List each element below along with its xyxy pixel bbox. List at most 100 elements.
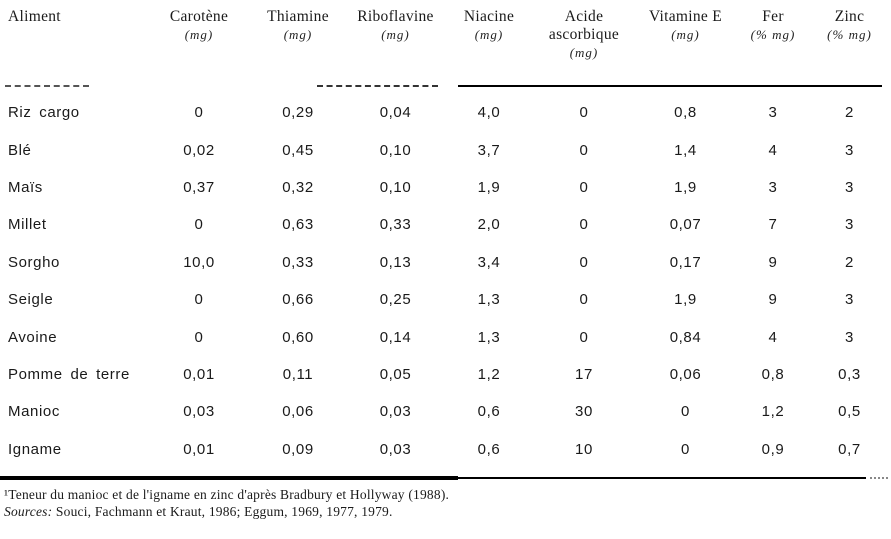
footnote-sources: Sources: Souci, Fachmann et Kraut, 1986;…: [4, 503, 884, 520]
cell-pomme-de-terre-vitamine-e: 0,06: [669, 365, 702, 383]
cell-igname-acide-ascorbique: 10: [575, 440, 593, 458]
header-rule-right-segment: [458, 85, 882, 87]
cell-manioc-acide-ascorbique: 30: [575, 403, 593, 421]
cell-ble-riboflavine: 0,10: [379, 141, 412, 159]
row-label: Maïs: [8, 178, 43, 196]
cell-avoine-fer: 4: [768, 328, 778, 346]
col-header-label: Carotène: [169, 8, 229, 25]
row-label: Blé: [8, 141, 32, 159]
cell-millet-acide-ascorbique: 0: [579, 216, 589, 234]
col-header-carotene: Carotène (mg): [150, 6, 248, 44]
cell-millet-zinc: 3: [845, 216, 854, 234]
cell-sorgho-zinc: 2: [845, 253, 854, 271]
cell-pomme-de-terre-thiamine: 0,11: [282, 365, 314, 383]
cell-sorgho-acide-ascorbique: 0: [579, 253, 589, 271]
col-header-unit: (mg): [474, 27, 504, 42]
table-row-avoine: Avoine 0 0,60 0,14 1,3 0 0,84 4 3: [0, 318, 891, 355]
footnote-zinc-source: ¹Teneur du manioc et de l'igname en zinc…: [4, 487, 450, 502]
cell-mais-carotene: 0,37: [183, 178, 215, 196]
cell-pomme-de-terre-carotene: 0,01: [183, 365, 215, 383]
cell-mais-zinc: 3: [845, 178, 854, 196]
col-header-label: Niacine: [463, 8, 515, 25]
cell-manioc-riboflavine: 0,03: [379, 403, 412, 421]
cell-avoine-carotene: 0: [194, 328, 204, 346]
col-header-unit: (% mg): [750, 27, 796, 42]
cell-mais-acide-ascorbique: 0: [579, 178, 589, 196]
cell-sorgho-riboflavine: 0,13: [379, 253, 412, 271]
cell-pomme-de-terre-acide-ascorbique: 17: [575, 365, 593, 383]
cell-millet-riboflavine: 0,33: [379, 216, 412, 234]
col-header-niacine: Niacine (mg): [443, 6, 535, 44]
cell-riz-cargo-thiamine: 0,29: [282, 104, 314, 122]
cell-mais-thiamine: 0,32: [282, 178, 314, 196]
cell-millet-thiamine: 0,63: [282, 216, 314, 234]
col-header-unit: (mg): [381, 27, 410, 42]
header-rule-left-dashes: [5, 85, 89, 87]
cell-ble-niacine: 3,7: [477, 141, 501, 159]
table-header-row: Aliment Carotène (mg) Thiamine (mg) Riboflavi…: [0, 6, 891, 62]
col-header-unit: (mg): [283, 27, 313, 42]
col-header-vitamine-e: Vitamine E (mg): [633, 6, 738, 44]
col-header-thiamine: Thiamine (mg): [248, 6, 348, 44]
col-header-label: Thiamine: [267, 8, 329, 25]
table-row-seigle: Seigle 0 0,66 0,25 1,3 0 1,9 9 3: [0, 281, 891, 318]
cell-millet-vitamine-e: 0,07: [669, 216, 702, 234]
col-header-aliment: Aliment: [0, 6, 150, 26]
col-header-zinc: Zinc (% mg): [808, 6, 891, 44]
row-label: Millet: [8, 216, 47, 234]
bottom-rule-thin: [458, 477, 866, 479]
cell-pomme-de-terre-zinc: 0,3: [838, 365, 861, 383]
col-header-label: Zinc: [834, 8, 865, 25]
row-label: Sorgho: [8, 253, 60, 271]
cell-igname-fer: 0,9: [761, 440, 785, 458]
cell-avoine-thiamine: 0,60: [282, 328, 314, 346]
cell-seigle-acide-ascorbique: 0: [579, 291, 589, 309]
col-header-label: Acide ascorbique: [548, 8, 620, 43]
cell-seigle-carotene: 0: [194, 291, 204, 309]
col-header-unit: (mg): [671, 27, 700, 42]
cell-riz-cargo-acide-ascorbique: 0: [579, 104, 589, 122]
cell-manioc-thiamine: 0,06: [282, 403, 314, 421]
cell-avoine-niacine: 1,3: [477, 328, 501, 346]
cell-avoine-acide-ascorbique: 0: [579, 328, 589, 346]
cell-millet-carotene: 0: [194, 216, 204, 234]
cell-sorgho-fer: 9: [768, 253, 778, 271]
col-header-label: Aliment: [8, 8, 61, 25]
cell-manioc-vitamine-e: 0: [681, 403, 690, 421]
cell-millet-niacine: 2,0: [477, 216, 501, 234]
cell-riz-cargo-zinc: 2: [845, 104, 854, 122]
row-label: Seigle: [8, 291, 54, 309]
bottom-rule-tick: [870, 477, 888, 479]
cell-millet-fer: 7: [768, 216, 778, 234]
bottom-rule-thick: [0, 476, 458, 480]
sources-text: Souci, Fachmann et Kraut, 1986; Eggum, 1…: [52, 504, 393, 519]
cell-ble-thiamine: 0,45: [282, 141, 314, 159]
cell-avoine-riboflavine: 0,14: [379, 328, 412, 346]
cell-pomme-de-terre-riboflavine: 0,05: [379, 365, 412, 383]
col-header-unit: (mg): [569, 45, 599, 60]
cell-seigle-riboflavine: 0,25: [379, 291, 412, 309]
cell-igname-thiamine: 0,09: [282, 440, 314, 458]
cell-igname-niacine: 0,6: [477, 440, 501, 458]
cell-seigle-vitamine-e: 1,9: [674, 291, 697, 309]
col-header-label: Riboflavine: [357, 8, 434, 25]
cell-manioc-fer: 1,2: [761, 403, 785, 421]
cell-avoine-zinc: 3: [845, 328, 854, 346]
row-label: Pomme de terre: [8, 365, 130, 383]
col-header-riboflavine: Riboflavine (mg): [348, 6, 443, 44]
cell-sorgho-vitamine-e: 0,17: [669, 253, 702, 271]
cell-mais-fer: 3: [768, 178, 778, 196]
col-header-label: Fer: [762, 8, 784, 25]
row-label: Avoine: [8, 328, 58, 346]
table-row-sorgho: Sorgho 10,0 0,33 0,13 3,4 0 0,17 9 2: [0, 244, 891, 281]
cell-ble-zinc: 3: [845, 141, 854, 159]
cell-ble-acide-ascorbique: 0: [579, 141, 589, 159]
cell-riz-cargo-fer: 3: [768, 104, 778, 122]
cell-pomme-de-terre-niacine: 1,2: [477, 365, 501, 383]
col-header-unit: (% mg): [827, 27, 872, 42]
cell-ble-carotene: 0,02: [183, 141, 215, 159]
col-header-label: Vitamine E: [648, 8, 723, 25]
cell-avoine-vitamine-e: 0,84: [669, 328, 702, 346]
row-label: Igname: [8, 440, 62, 458]
cell-pomme-de-terre-fer: 0,8: [761, 365, 785, 383]
